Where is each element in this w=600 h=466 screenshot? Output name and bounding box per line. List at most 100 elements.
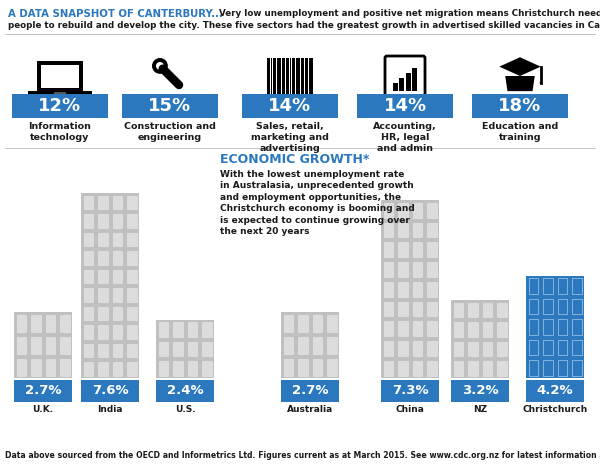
Text: 14%: 14% [268, 97, 311, 115]
Bar [98, 288, 107, 302]
Bar [28, 91, 92, 95]
Bar [482, 302, 492, 317]
Bar [398, 223, 407, 237]
Bar [17, 315, 26, 332]
Bar [113, 196, 122, 209]
Bar [427, 242, 437, 257]
Text: Accounting,
HR, legal
and admin: Accounting, HR, legal and admin [373, 122, 437, 153]
Bar [413, 242, 422, 257]
Bar [31, 315, 41, 332]
Ellipse shape [539, 82, 542, 84]
Text: 7.6%: 7.6% [92, 384, 128, 397]
Text: 7.3%: 7.3% [392, 384, 428, 397]
Bar [572, 360, 581, 376]
Bar [572, 278, 581, 294]
Bar [242, 94, 338, 118]
Bar [288, 58, 289, 94]
Bar [413, 302, 422, 316]
Ellipse shape [152, 58, 168, 74]
Bar [454, 322, 463, 336]
Bar [497, 361, 506, 376]
Bar [327, 315, 337, 332]
Text: U.S.: U.S. [175, 405, 196, 414]
Bar [308, 58, 311, 94]
Bar [283, 58, 285, 94]
Bar [557, 340, 567, 355]
Bar [427, 282, 437, 296]
Bar [37, 61, 83, 91]
Text: people to rebuild and develop the city. These five sectors had the greatest grow: people to rebuild and develop the city. … [8, 21, 600, 30]
Bar [14, 380, 72, 402]
Bar [113, 233, 122, 246]
Bar [529, 319, 538, 335]
Bar [557, 299, 567, 314]
Bar [98, 325, 107, 338]
Bar [284, 359, 293, 376]
Bar [451, 380, 509, 402]
Bar [127, 343, 137, 357]
Bar [127, 251, 137, 265]
Bar [31, 359, 41, 376]
Bar [557, 319, 567, 335]
Bar [298, 336, 308, 354]
Bar [468, 302, 478, 317]
Bar [81, 193, 139, 378]
Bar [113, 325, 122, 338]
Bar [327, 336, 337, 354]
Bar [482, 322, 492, 336]
Bar [46, 359, 55, 376]
Bar [83, 343, 93, 357]
Bar [529, 278, 538, 294]
Text: 15%: 15% [148, 97, 191, 115]
Bar [313, 336, 322, 354]
Bar [413, 223, 422, 237]
Bar [46, 336, 55, 354]
Bar [427, 223, 437, 237]
Bar [413, 321, 422, 336]
Bar [399, 78, 404, 91]
Bar [12, 94, 108, 118]
Bar [98, 196, 107, 209]
Bar [383, 302, 393, 316]
Bar [497, 342, 506, 356]
Bar [398, 242, 407, 257]
Bar [98, 269, 107, 283]
Bar [284, 315, 293, 332]
Bar [381, 380, 439, 402]
Bar [17, 359, 26, 376]
Bar [572, 340, 581, 355]
Bar [284, 336, 293, 354]
Text: 2.4%: 2.4% [167, 384, 203, 397]
Bar [301, 58, 302, 94]
Bar [427, 321, 437, 336]
Bar [187, 322, 197, 336]
Bar [543, 278, 553, 294]
Bar [113, 214, 122, 227]
Bar [281, 312, 339, 378]
Bar [113, 251, 122, 265]
Bar [113, 362, 122, 376]
Bar [98, 233, 107, 246]
Bar [327, 359, 337, 376]
Bar [413, 361, 422, 376]
Bar [83, 251, 93, 265]
Bar [83, 214, 93, 227]
Text: 18%: 18% [499, 97, 542, 115]
Bar [60, 315, 70, 332]
Text: 14%: 14% [383, 97, 427, 115]
Bar [202, 322, 212, 336]
Bar [127, 362, 137, 376]
Text: U.K.: U.K. [32, 405, 53, 414]
Bar [271, 58, 272, 94]
Bar [269, 58, 270, 94]
Bar [83, 233, 93, 246]
Bar [383, 242, 393, 257]
Bar [83, 288, 93, 302]
Bar [383, 282, 393, 296]
Bar [383, 223, 393, 237]
Bar [292, 58, 294, 94]
Bar [122, 94, 218, 118]
Bar [357, 94, 453, 118]
Bar [158, 322, 168, 336]
Bar [427, 361, 437, 376]
